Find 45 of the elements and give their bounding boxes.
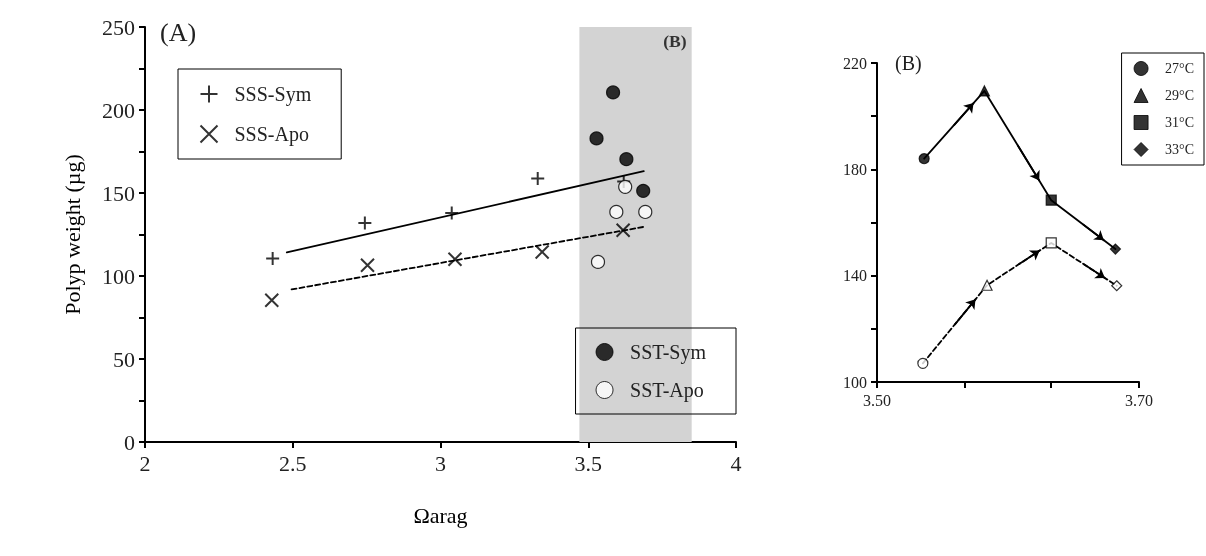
- y-tick-label: 0: [124, 429, 135, 455]
- y-tick-label: 250: [102, 14, 135, 40]
- chart-title: (B): [895, 52, 922, 75]
- x-tick-label: 3: [435, 450, 446, 476]
- point: [619, 152, 634, 167]
- y-tick-label: 200: [102, 97, 135, 123]
- point: [264, 292, 280, 308]
- legend-label: 29°C: [1165, 88, 1194, 103]
- legend-label: SSS-Apo: [234, 123, 309, 146]
- x-tick-label: 3.5: [574, 450, 602, 476]
- legend-label: SST-Sym: [630, 341, 707, 364]
- legend-label: 33°C: [1165, 142, 1194, 157]
- point: [589, 131, 604, 146]
- y-axis-title: Polyp weight (µg): [59, 154, 85, 315]
- legend-label: SST-Apo: [630, 379, 704, 402]
- point: [615, 222, 631, 238]
- point: [618, 179, 633, 194]
- point: [638, 204, 653, 220]
- y-tick-label: 150: [102, 180, 135, 206]
- point: [609, 204, 624, 220]
- y-tick-label: 100: [843, 373, 867, 391]
- y-tick-label: 140: [843, 267, 867, 285]
- point: [636, 183, 651, 198]
- y-tick-label: 180: [843, 160, 867, 178]
- point: [605, 85, 621, 100]
- y-tick-label: 220: [843, 54, 867, 72]
- band-label: (B): [663, 31, 687, 51]
- x-axis-title: Ωarag: [413, 502, 468, 528]
- point: [534, 244, 550, 260]
- point: [447, 251, 463, 267]
- y-tick-label: 100: [102, 263, 135, 289]
- x-tick-label: 4: [730, 450, 742, 476]
- point: [265, 251, 281, 267]
- legend-label: 31°C: [1165, 115, 1194, 130]
- y-tick-label: 50: [113, 346, 135, 372]
- x-tick-label: 2: [139, 450, 151, 476]
- x-tick-label: 3.70: [1125, 391, 1153, 409]
- point: [360, 257, 376, 273]
- chart-title: (A): [160, 17, 197, 47]
- legend-label: 27°C: [1165, 61, 1194, 76]
- legend-label: SSS-Sym: [234, 83, 312, 106]
- x-tick-label: 2.5: [279, 450, 307, 476]
- x-tick-label: 3.50: [863, 391, 891, 409]
- point: [590, 254, 606, 269]
- point: [530, 170, 546, 186]
